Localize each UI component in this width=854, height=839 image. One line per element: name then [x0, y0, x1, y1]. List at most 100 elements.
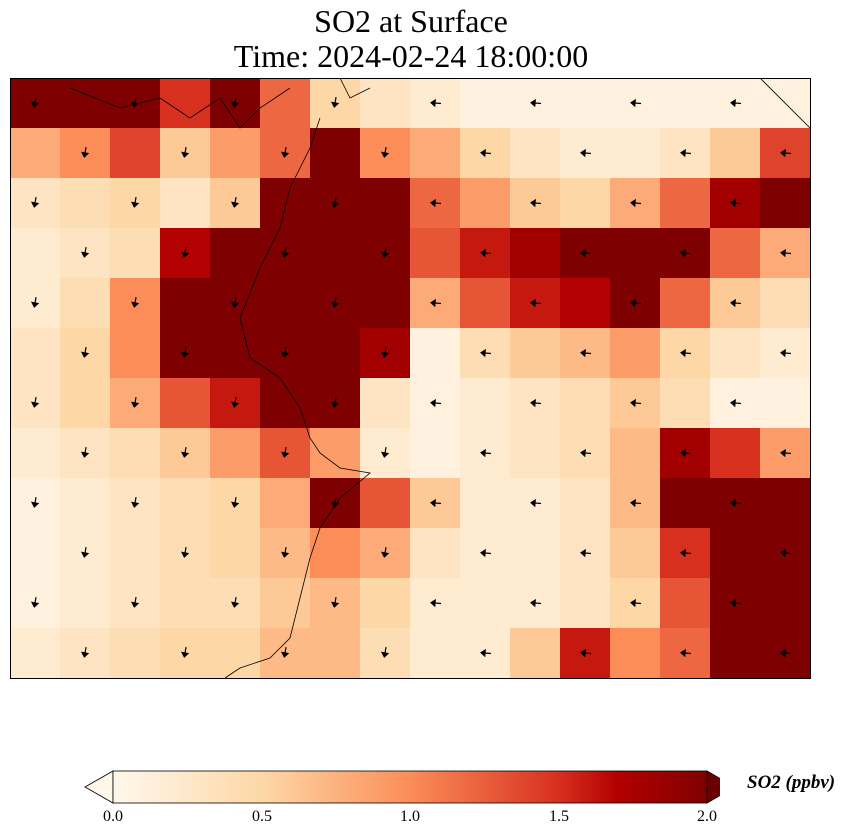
heatmap-cell — [210, 128, 261, 179]
wind-arrow-icon — [530, 298, 542, 308]
wind-arrow-icon — [330, 96, 340, 108]
wind-arrow-icon — [680, 348, 692, 358]
wind-arrow-icon — [530, 98, 542, 108]
wind-arrow-icon — [130, 396, 140, 408]
wind-arrow-icon — [30, 596, 40, 608]
wind-arrow-icon — [30, 96, 40, 108]
heatmap-cell — [60, 378, 111, 429]
wind-arrow-icon — [730, 398, 742, 408]
heatmap-cell — [260, 578, 311, 629]
heatmap-cell — [460, 78, 511, 129]
wind-arrow-icon — [680, 148, 692, 158]
heatmap-cell — [760, 178, 811, 229]
heatmap-cell — [710, 528, 761, 579]
heatmap-cell — [160, 178, 211, 229]
heatmap-cell — [610, 328, 661, 379]
heatmap-cell — [760, 278, 811, 329]
wind-arrow-icon — [730, 198, 742, 208]
heatmap-cell — [660, 178, 711, 229]
heatmap-cell — [310, 628, 361, 679]
wind-arrow-icon — [330, 296, 340, 308]
heatmap-cell — [310, 328, 361, 379]
wind-arrow-icon — [230, 596, 240, 608]
wind-arrow-icon — [130, 296, 140, 308]
heatmap-cell — [260, 278, 311, 329]
heatmap-cell — [660, 278, 711, 329]
heatmap-cell — [510, 428, 561, 479]
heatmap-cell — [410, 128, 461, 179]
heatmap-cell — [160, 578, 211, 629]
heatmap-cell — [510, 628, 561, 679]
heatmap-cell — [360, 578, 411, 629]
wind-arrow-icon — [480, 348, 492, 358]
wind-arrow-icon — [330, 496, 340, 508]
wind-arrow-icon — [80, 646, 90, 658]
heatmap-cell — [110, 628, 161, 679]
wind-arrow-icon — [280, 546, 290, 558]
heatmap-cell — [310, 428, 361, 479]
heatmap-cell — [60, 78, 111, 129]
heatmap-cell — [410, 528, 461, 579]
heatmap-cell — [460, 278, 511, 329]
heatmap-cell — [60, 278, 111, 329]
wind-arrow-icon — [530, 498, 542, 508]
wind-arrow-icon — [480, 148, 492, 158]
heatmap-cell — [560, 478, 611, 529]
heatmap-cell — [310, 228, 361, 279]
wind-arrow-icon — [180, 546, 190, 558]
wind-arrow-icon — [180, 146, 190, 158]
heatmap-cell — [360, 378, 411, 429]
heatmap-cell — [410, 228, 461, 279]
heatmap-cell — [10, 228, 61, 279]
heatmap-cell — [510, 128, 561, 179]
heatmap-cell — [60, 178, 111, 229]
wind-arrow-icon — [380, 446, 390, 458]
wind-arrow-icon — [380, 346, 390, 358]
wind-arrow-icon — [330, 196, 340, 208]
title-line-2: Time: 2024-02-24 18:00:00 — [233, 38, 589, 74]
wind-arrow-icon — [680, 448, 692, 458]
wind-arrow-icon — [780, 448, 792, 458]
so2-map — [10, 78, 811, 679]
heatmap-cell — [10, 128, 61, 179]
heatmap-cell — [110, 228, 161, 279]
wind-arrow-icon — [430, 298, 442, 308]
heatmap-cell — [660, 378, 711, 429]
heatmap-cell — [110, 328, 161, 379]
wind-arrow-icon — [30, 296, 40, 308]
colorbar-tick: 0.5 — [252, 808, 272, 825]
wind-arrow-icon — [230, 196, 240, 208]
wind-arrow-icon — [380, 146, 390, 158]
wind-arrow-icon — [780, 248, 792, 258]
wind-arrow-icon — [630, 398, 642, 408]
heatmap-cell — [660, 478, 711, 529]
wind-arrow-icon — [680, 248, 692, 258]
heatmap-cell — [210, 328, 261, 379]
wind-arrow-icon — [280, 446, 290, 458]
wind-arrow-icon — [130, 596, 140, 608]
heatmap-cell — [110, 128, 161, 179]
wind-arrow-icon — [580, 448, 592, 458]
heatmap-cell — [260, 478, 311, 529]
heatmap-cell — [210, 428, 261, 479]
wind-arrow-icon — [530, 198, 542, 208]
heatmap-cell — [710, 628, 761, 679]
wind-arrow-icon — [630, 498, 642, 508]
wind-arrow-icon — [130, 496, 140, 508]
heatmap-cell — [210, 528, 261, 579]
wind-arrow-icon — [330, 396, 340, 408]
heatmap-cell — [310, 528, 361, 579]
wind-arrow-icon — [630, 98, 642, 108]
colorbar-label: SO2 (ppbv) — [747, 772, 836, 793]
wind-arrow-icon — [630, 198, 642, 208]
wind-arrow-icon — [230, 396, 240, 408]
coastline — [69, 78, 811, 679]
heatmap-cell — [410, 328, 461, 379]
wind-arrow-icon — [580, 248, 592, 258]
heatmap-cell — [760, 578, 811, 629]
heatmap-cell — [560, 378, 611, 429]
wind-arrow-icon — [730, 598, 742, 608]
heatmap-cell — [660, 578, 711, 629]
heatmap-cell — [160, 478, 211, 529]
wind-arrow-icon — [630, 298, 642, 308]
